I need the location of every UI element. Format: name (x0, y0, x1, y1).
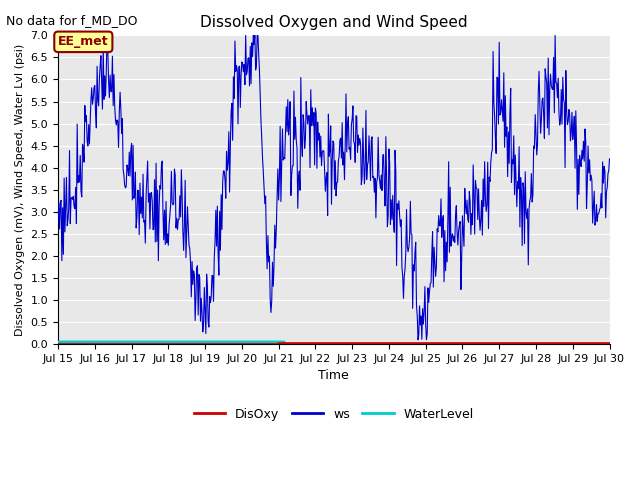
X-axis label: Time: Time (318, 370, 349, 383)
Text: EE_met: EE_met (58, 36, 109, 48)
Text: No data for f_MD_DO: No data for f_MD_DO (6, 14, 138, 27)
Y-axis label: Dissolved Oxygen (mV), Wind Speed, Water Lvl (psi): Dissolved Oxygen (mV), Wind Speed, Water… (15, 44, 25, 336)
Legend: DisOxy, ws, WaterLevel: DisOxy, ws, WaterLevel (189, 403, 479, 426)
Title: Dissolved Oxygen and Wind Speed: Dissolved Oxygen and Wind Speed (200, 15, 468, 30)
